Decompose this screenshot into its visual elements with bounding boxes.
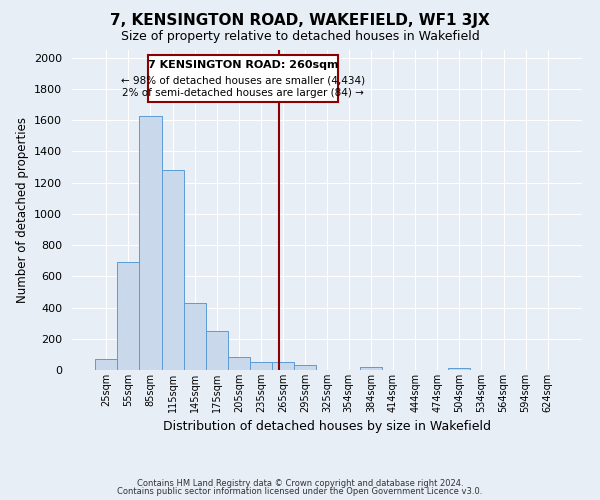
Bar bbox=[95, 359, 117, 370]
Text: Contains public sector information licensed under the Open Government Licence v3: Contains public sector information licen… bbox=[118, 487, 482, 496]
Bar bbox=[294, 366, 316, 370]
Bar bbox=[206, 331, 228, 370]
Text: Size of property relative to detached houses in Wakefield: Size of property relative to detached ho… bbox=[121, 30, 479, 43]
Bar bbox=[228, 356, 250, 370]
Bar bbox=[161, 170, 184, 370]
Bar bbox=[250, 362, 272, 370]
Bar bbox=[272, 362, 294, 370]
Text: 2% of semi-detached houses are larger (84) →: 2% of semi-detached houses are larger (8… bbox=[122, 88, 364, 99]
Y-axis label: Number of detached properties: Number of detached properties bbox=[16, 117, 29, 303]
Bar bbox=[184, 303, 206, 370]
X-axis label: Distribution of detached houses by size in Wakefield: Distribution of detached houses by size … bbox=[163, 420, 491, 434]
Text: 7 KENSINGTON ROAD: 260sqm: 7 KENSINGTON ROAD: 260sqm bbox=[148, 60, 338, 70]
Text: Contains HM Land Registry data © Crown copyright and database right 2024.: Contains HM Land Registry data © Crown c… bbox=[137, 478, 463, 488]
Text: ← 98% of detached houses are smaller (4,434): ← 98% of detached houses are smaller (4,… bbox=[121, 76, 365, 86]
FancyBboxPatch shape bbox=[148, 54, 338, 102]
Bar bbox=[139, 116, 161, 370]
Bar bbox=[448, 368, 470, 370]
Bar bbox=[117, 262, 139, 370]
Text: 7, KENSINGTON ROAD, WAKEFIELD, WF1 3JX: 7, KENSINGTON ROAD, WAKEFIELD, WF1 3JX bbox=[110, 12, 490, 28]
Bar bbox=[360, 367, 382, 370]
